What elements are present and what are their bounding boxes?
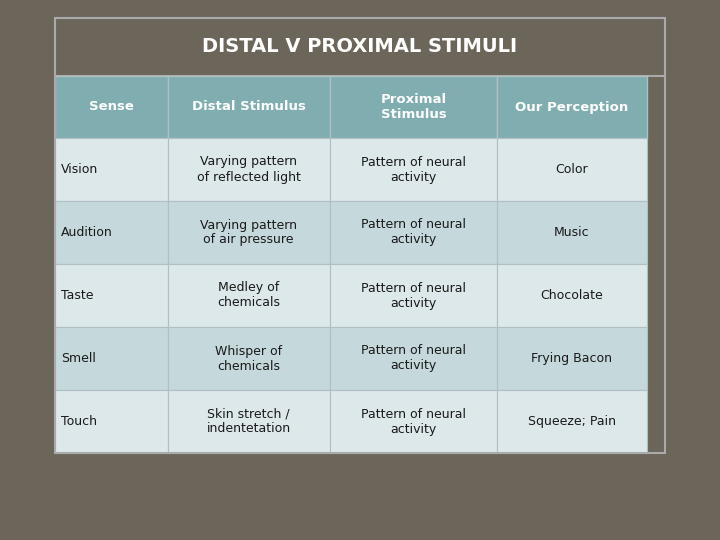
Text: Color: Color [556, 163, 588, 176]
Bar [168, 390, 330, 453]
Bar [498, 390, 647, 453]
Bar [330, 76, 498, 138]
Bar [498, 327, 647, 390]
Text: Pattern of neural
activity: Pattern of neural activity [361, 345, 466, 373]
Bar [55, 18, 665, 453]
Bar [168, 201, 330, 264]
Bar [168, 264, 330, 327]
Text: Pattern of neural
activity: Pattern of neural activity [361, 219, 466, 246]
Bar [498, 138, 647, 201]
Text: Pattern of neural
activity: Pattern of neural activity [361, 408, 466, 435]
Text: Skin stretch /
indentetation: Skin stretch / indentetation [207, 408, 291, 435]
Text: Whisper of
chemicals: Whisper of chemicals [215, 345, 282, 373]
Text: Music: Music [554, 226, 590, 239]
Bar [330, 264, 498, 327]
Bar [55, 390, 168, 453]
Bar [55, 264, 168, 327]
Text: Pattern of neural
activity: Pattern of neural activity [361, 156, 466, 184]
Bar [498, 264, 647, 327]
Bar [330, 201, 498, 264]
Text: Varying pattern
of air pressure: Varying pattern of air pressure [200, 219, 297, 246]
Bar [55, 18, 665, 76]
Text: Touch: Touch [61, 415, 97, 428]
Text: Chocolate: Chocolate [541, 289, 603, 302]
Text: Proximal
Stimulus: Proximal Stimulus [380, 93, 446, 121]
Bar [330, 327, 498, 390]
Text: DISTAL V PROXIMAL STIMULI: DISTAL V PROXIMAL STIMULI [202, 37, 518, 57]
Bar [330, 390, 498, 453]
Bar [498, 76, 647, 138]
Bar [330, 138, 498, 201]
Text: Medley of
chemicals: Medley of chemicals [217, 281, 280, 309]
Bar [55, 138, 168, 201]
Text: Varying pattern
of reflected light: Varying pattern of reflected light [197, 156, 301, 184]
Bar [55, 327, 168, 390]
Bar [168, 76, 330, 138]
Bar [168, 327, 330, 390]
Text: Smell: Smell [61, 352, 96, 365]
Bar [498, 201, 647, 264]
Text: Pattern of neural
activity: Pattern of neural activity [361, 281, 466, 309]
Text: Audition: Audition [61, 226, 113, 239]
Text: Squeeze; Pain: Squeeze; Pain [528, 415, 616, 428]
Bar [168, 138, 330, 201]
Bar [55, 201, 168, 264]
Text: Our Perception: Our Perception [516, 100, 629, 113]
Text: Sense: Sense [89, 100, 134, 113]
Text: Distal Stimulus: Distal Stimulus [192, 100, 305, 113]
Text: Taste: Taste [61, 289, 94, 302]
Text: Vision: Vision [61, 163, 98, 176]
Text: Frying Bacon: Frying Bacon [531, 352, 613, 365]
Bar [55, 76, 168, 138]
